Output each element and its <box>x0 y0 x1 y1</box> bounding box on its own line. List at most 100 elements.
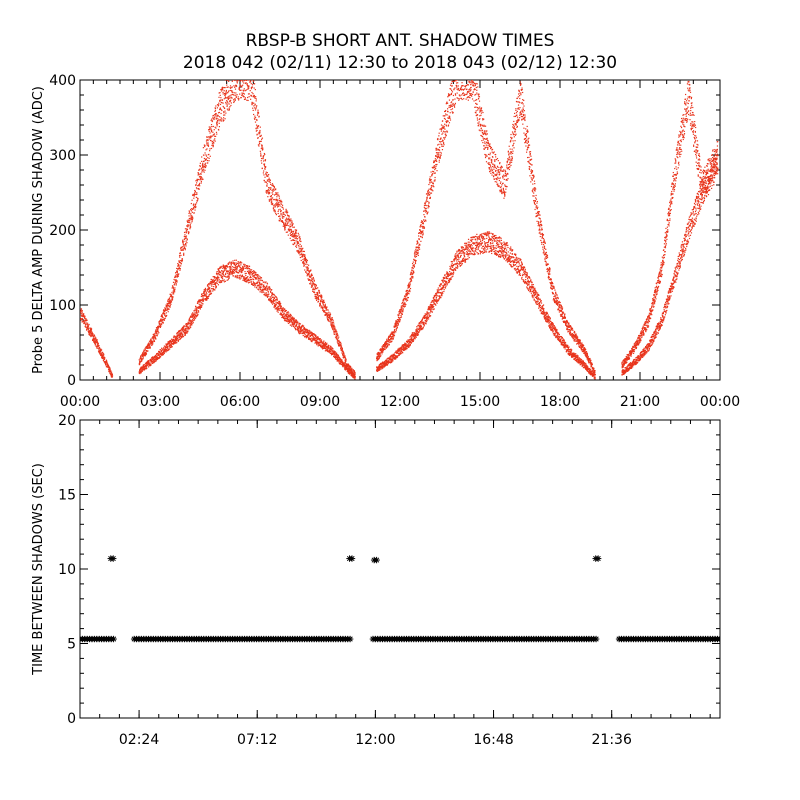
data-point <box>316 343 318 345</box>
data-point <box>313 280 315 282</box>
data-point <box>229 262 231 264</box>
data-point <box>292 324 294 326</box>
data-point <box>293 317 295 320</box>
data-point <box>300 331 302 333</box>
data-point <box>191 322 193 324</box>
data-point <box>326 317 328 319</box>
data-point <box>234 275 236 277</box>
data-point <box>201 164 203 166</box>
data-point <box>264 168 266 170</box>
data-point <box>208 138 210 140</box>
data-point <box>311 279 313 281</box>
data-point <box>298 251 300 253</box>
data-point <box>189 316 191 319</box>
data-point <box>298 252 301 254</box>
data-point <box>178 261 181 264</box>
data-point <box>88 331 90 333</box>
data-point <box>265 171 267 173</box>
data-point <box>142 365 145 367</box>
data-point <box>315 337 318 339</box>
data-point <box>342 350 344 352</box>
data-point <box>242 265 244 268</box>
data-point <box>217 280 219 282</box>
data-point <box>225 93 227 96</box>
data-point <box>146 366 148 368</box>
data-point <box>152 337 154 340</box>
data-point <box>323 311 325 313</box>
data-point <box>139 372 141 375</box>
data-point <box>203 166 205 168</box>
data-point <box>146 344 149 346</box>
data-point <box>336 353 338 355</box>
data-point <box>330 346 332 348</box>
data-point <box>242 279 244 281</box>
data-point <box>209 150 211 152</box>
data-point <box>246 270 249 273</box>
data-point <box>228 90 230 92</box>
data-point <box>208 293 211 295</box>
data-point <box>218 281 221 283</box>
data-point <box>286 318 288 320</box>
data-point <box>85 318 87 320</box>
y-tick-label: 200 <box>49 223 76 239</box>
data-point <box>316 342 318 344</box>
data-point <box>346 366 348 368</box>
data-point <box>191 216 194 218</box>
data-point <box>195 184 197 186</box>
data-point <box>285 208 287 210</box>
data-point <box>160 319 162 321</box>
data-point <box>236 271 238 273</box>
data-point <box>324 304 326 307</box>
data-point <box>235 276 237 278</box>
data-point <box>303 331 305 333</box>
data-point <box>347 365 349 367</box>
data-point <box>257 288 259 290</box>
data-point <box>175 278 177 281</box>
data-point <box>186 332 188 334</box>
data-point <box>181 261 183 263</box>
data-point <box>191 211 193 213</box>
data-point <box>271 189 273 191</box>
data-point <box>163 350 165 352</box>
data-point <box>257 280 259 282</box>
data-point <box>238 99 240 101</box>
data-point <box>239 78 240 79</box>
data-point <box>190 324 192 326</box>
data-point <box>258 142 261 144</box>
data-point <box>246 277 248 279</box>
data-point <box>230 266 232 268</box>
data-point <box>295 240 297 242</box>
data-point <box>212 279 214 281</box>
data-point <box>248 65 249 66</box>
data-point <box>182 331 184 333</box>
data-point <box>284 219 287 221</box>
data-point <box>254 118 256 120</box>
data-point <box>218 96 220 98</box>
data-point <box>146 350 148 352</box>
data-point <box>254 282 256 285</box>
data-point <box>272 189 274 191</box>
data-point <box>275 296 277 298</box>
data-point <box>100 348 102 350</box>
data-point <box>258 145 260 147</box>
data-point <box>291 323 293 325</box>
data-point <box>289 313 292 315</box>
data-point <box>171 298 173 300</box>
data-point <box>165 304 167 306</box>
data-point <box>322 345 324 347</box>
data-point <box>236 65 237 66</box>
data-point <box>262 149 264 151</box>
data-point <box>199 165 201 168</box>
data-point <box>98 348 100 350</box>
data-point <box>247 268 249 270</box>
data-point <box>284 317 286 319</box>
data-point <box>233 100 235 103</box>
data-point <box>229 273 231 275</box>
data-point <box>391 356 394 358</box>
data-point <box>280 307 282 309</box>
data-point <box>190 213 192 215</box>
data-point <box>181 332 183 335</box>
data-point <box>194 309 196 312</box>
data-point <box>173 343 175 345</box>
data-point <box>332 329 334 331</box>
